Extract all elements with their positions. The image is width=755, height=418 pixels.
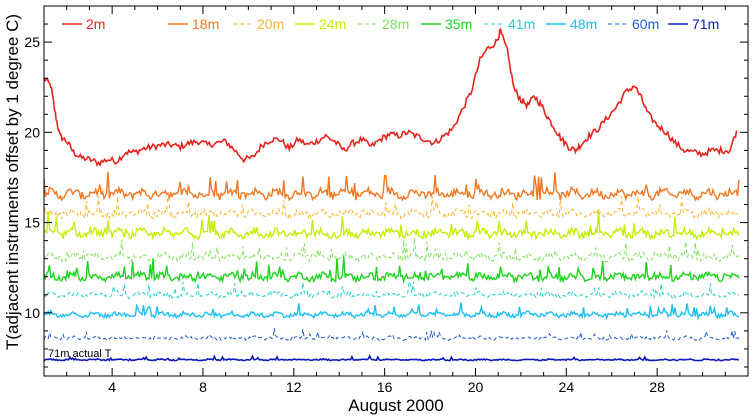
plot-area — [43, 27, 740, 362]
x-tick-label-8: 8 — [199, 379, 207, 395]
x-tick-label-12: 12 — [286, 379, 302, 395]
series-line-18m — [43, 171, 740, 202]
legend-label-41m: 41m — [508, 16, 535, 32]
legend-label-20m: 20m — [257, 16, 284, 32]
legend-label-60m: 60m — [632, 16, 659, 32]
legend-label-18m: 18m — [192, 16, 219, 32]
legend-label-35m: 35m — [445, 16, 472, 32]
y-tick-label-10: 10 — [24, 305, 40, 321]
series-line-60m — [43, 328, 740, 342]
x-tick-label-24: 24 — [559, 379, 575, 395]
legend-label-2m: 2m — [86, 16, 105, 32]
series-line-41m — [43, 279, 739, 300]
legend: 2m 18m 20m 24m 28m 35m 41m 48m 60m 71m — [62, 16, 719, 32]
series-line-2m — [43, 27, 738, 167]
x-tick-label-16: 16 — [377, 379, 393, 395]
series-line-48m — [43, 302, 740, 321]
series-line-20m — [43, 193, 740, 221]
x-axis-label: August 2000 — [348, 396, 443, 415]
x-tick-label-4: 4 — [108, 379, 116, 395]
legend-label-28m: 28m — [382, 16, 409, 32]
axes: 4 8 12 16 20 24 28 10 15 20 25 — [24, 5, 749, 395]
x-tick-label-20: 20 — [468, 379, 484, 395]
series-line-28m — [43, 237, 740, 264]
x-tick-label-28: 28 — [649, 379, 665, 395]
plot-frame — [43, 5, 749, 377]
y-tick-label-25: 25 — [24, 34, 40, 50]
y-tick-label-20: 20 — [24, 124, 40, 140]
series-line-71m — [43, 353, 739, 362]
legend-label-48m: 48m — [570, 16, 597, 32]
y-tick-label-15: 15 — [24, 215, 40, 231]
series-line-24m — [43, 208, 740, 241]
series-line-35m — [43, 256, 740, 285]
y-axis-label: T(adjacent instruments offset by 1 degre… — [3, 14, 22, 350]
annotation-71m-actual: 71m actual T — [48, 348, 112, 360]
legend-label-71m: 71m — [692, 16, 719, 32]
legend-label-24m: 24m — [319, 16, 346, 32]
